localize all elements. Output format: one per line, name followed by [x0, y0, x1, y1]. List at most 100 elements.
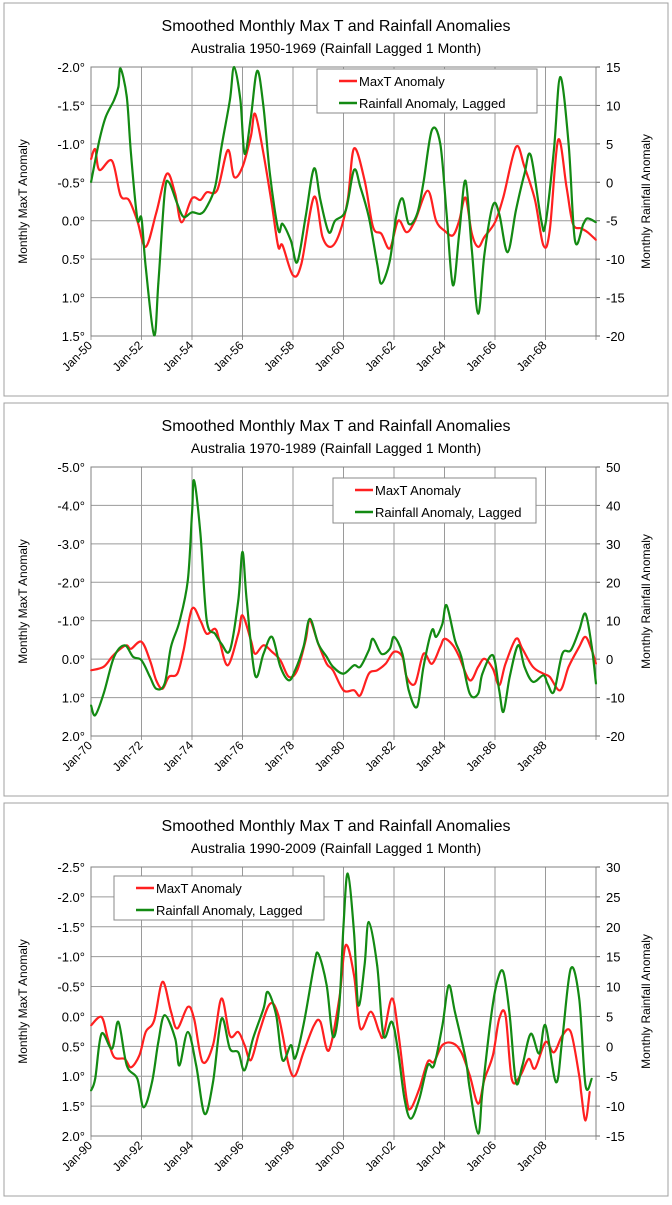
- rainfall-point: [304, 215, 307, 218]
- rainfall-point: [578, 629, 581, 632]
- rainfall-point: [90, 704, 92, 707]
- rainfall-point: [289, 239, 292, 242]
- rainfall-point: [191, 512, 193, 515]
- rainfall-point: [483, 252, 486, 255]
- maxt-point: [243, 1044, 246, 1047]
- maxt-point: [527, 1057, 530, 1060]
- rainfall-point: [542, 674, 545, 677]
- rainfall-point: [262, 652, 265, 655]
- maxt-point: [384, 662, 387, 665]
- right-tick-label: 50: [606, 460, 620, 475]
- maxt-point: [277, 245, 280, 248]
- rainfall-point: [100, 1032, 103, 1035]
- rainfall-point: [241, 551, 244, 553]
- right-tick-label: 30: [606, 860, 620, 875]
- rainfall-point: [155, 687, 158, 690]
- rainfall-point: [477, 312, 480, 315]
- rainfall-point: [553, 690, 555, 693]
- rainfall-point: [452, 284, 454, 287]
- maxt-point: [504, 1014, 507, 1017]
- right-tick-label: 25: [606, 890, 620, 905]
- maxt-point: [130, 1066, 132, 1069]
- maxt-point: [468, 679, 471, 682]
- rainfall-point: [584, 1084, 587, 1087]
- left-tick-label: -2.5°: [57, 860, 85, 875]
- rainfall-point: [123, 644, 126, 647]
- maxt-point: [435, 219, 437, 222]
- maxt-point: [338, 232, 341, 235]
- rainfall-point: [142, 1106, 145, 1109]
- maxt-point: [161, 980, 164, 983]
- maxt-point: [542, 244, 545, 247]
- maxt-point: [262, 644, 265, 647]
- rainfall-point: [233, 66, 235, 68]
- maxt-point: [458, 655, 461, 658]
- rainfall-point: [302, 645, 305, 648]
- right-tick-label: -5: [606, 1069, 618, 1084]
- maxt-point: [98, 169, 101, 171]
- rainfall-point: [149, 675, 151, 678]
- maxt-point: [521, 647, 524, 650]
- rainfall-point: [569, 967, 572, 970]
- rainfall-point: [357, 1004, 360, 1006]
- rainfall-point: [144, 265, 147, 268]
- rainfall-point: [531, 680, 534, 683]
- rainfall-point: [243, 1069, 246, 1072]
- rainfall-point: [250, 116, 252, 118]
- maxt-point: [464, 196, 467, 199]
- rainfall-point: [454, 639, 456, 642]
- right-tick-label: 10: [606, 980, 620, 995]
- right-tick-label: 40: [606, 498, 620, 513]
- rainfall-point: [582, 222, 585, 225]
- maxt-point: [296, 669, 299, 672]
- maxt-point: [155, 212, 158, 214]
- maxt-point: [294, 1074, 297, 1077]
- maxt-point: [595, 662, 597, 665]
- left-tick-label: 0.0°: [62, 1009, 85, 1024]
- rainfall-anomaly-line: [89, 479, 598, 717]
- rainfall-point: [199, 212, 202, 215]
- rainfall-point: [243, 152, 246, 155]
- right-tick-label: -5: [606, 214, 618, 229]
- rainfall-point: [186, 579, 189, 582]
- rainfall-point: [491, 654, 494, 657]
- rainfall-point: [388, 647, 391, 650]
- rainfall-point: [502, 971, 505, 974]
- maxt-point: [167, 675, 170, 678]
- maxt-point: [153, 1019, 156, 1022]
- rainfall-point: [308, 617, 311, 620]
- rainfall-point: [178, 1064, 181, 1067]
- maxt-point: [180, 221, 183, 224]
- chart-subtitle: Australia 1990-2009 (Rainfall Lagged 1 M…: [191, 840, 481, 856]
- rainfall-point: [445, 604, 448, 607]
- rainfall-point: [523, 665, 526, 668]
- rainfall-point: [287, 679, 290, 682]
- maxt-point: [233, 176, 235, 178]
- rainfall-point: [464, 1057, 467, 1060]
- maxt-point: [321, 235, 324, 238]
- rainfall-point: [228, 649, 231, 652]
- maxt-point: [279, 659, 282, 662]
- maxt-point: [477, 1102, 480, 1105]
- rainfall-point: [271, 635, 273, 638]
- left-tick-label: 1.0°: [62, 291, 85, 306]
- maxt-point: [397, 219, 400, 222]
- rainfall-point: [363, 964, 366, 967]
- maxt-point: [250, 135, 252, 138]
- maxt-point: [258, 1031, 261, 1033]
- left-tick-label: 1.0°: [62, 1069, 85, 1084]
- rainfall-point: [353, 169, 355, 171]
- left-tick-label: 0.0°: [62, 652, 85, 667]
- right-axis-label: Monthly Rainfall Anomaly: [639, 134, 653, 269]
- rainfall-point: [553, 149, 555, 151]
- maxt-point: [422, 652, 425, 655]
- rainfall-point: [595, 221, 597, 224]
- maxt-point: [586, 231, 589, 234]
- rainfall-point: [252, 1037, 254, 1040]
- rainfall-point: [561, 1037, 564, 1040]
- rainfall-point: [317, 952, 320, 955]
- maxt-point: [144, 245, 147, 248]
- maxt-point: [165, 172, 168, 175]
- rainfall-point: [94, 714, 97, 717]
- left-tick-label: -1.5°: [57, 98, 85, 113]
